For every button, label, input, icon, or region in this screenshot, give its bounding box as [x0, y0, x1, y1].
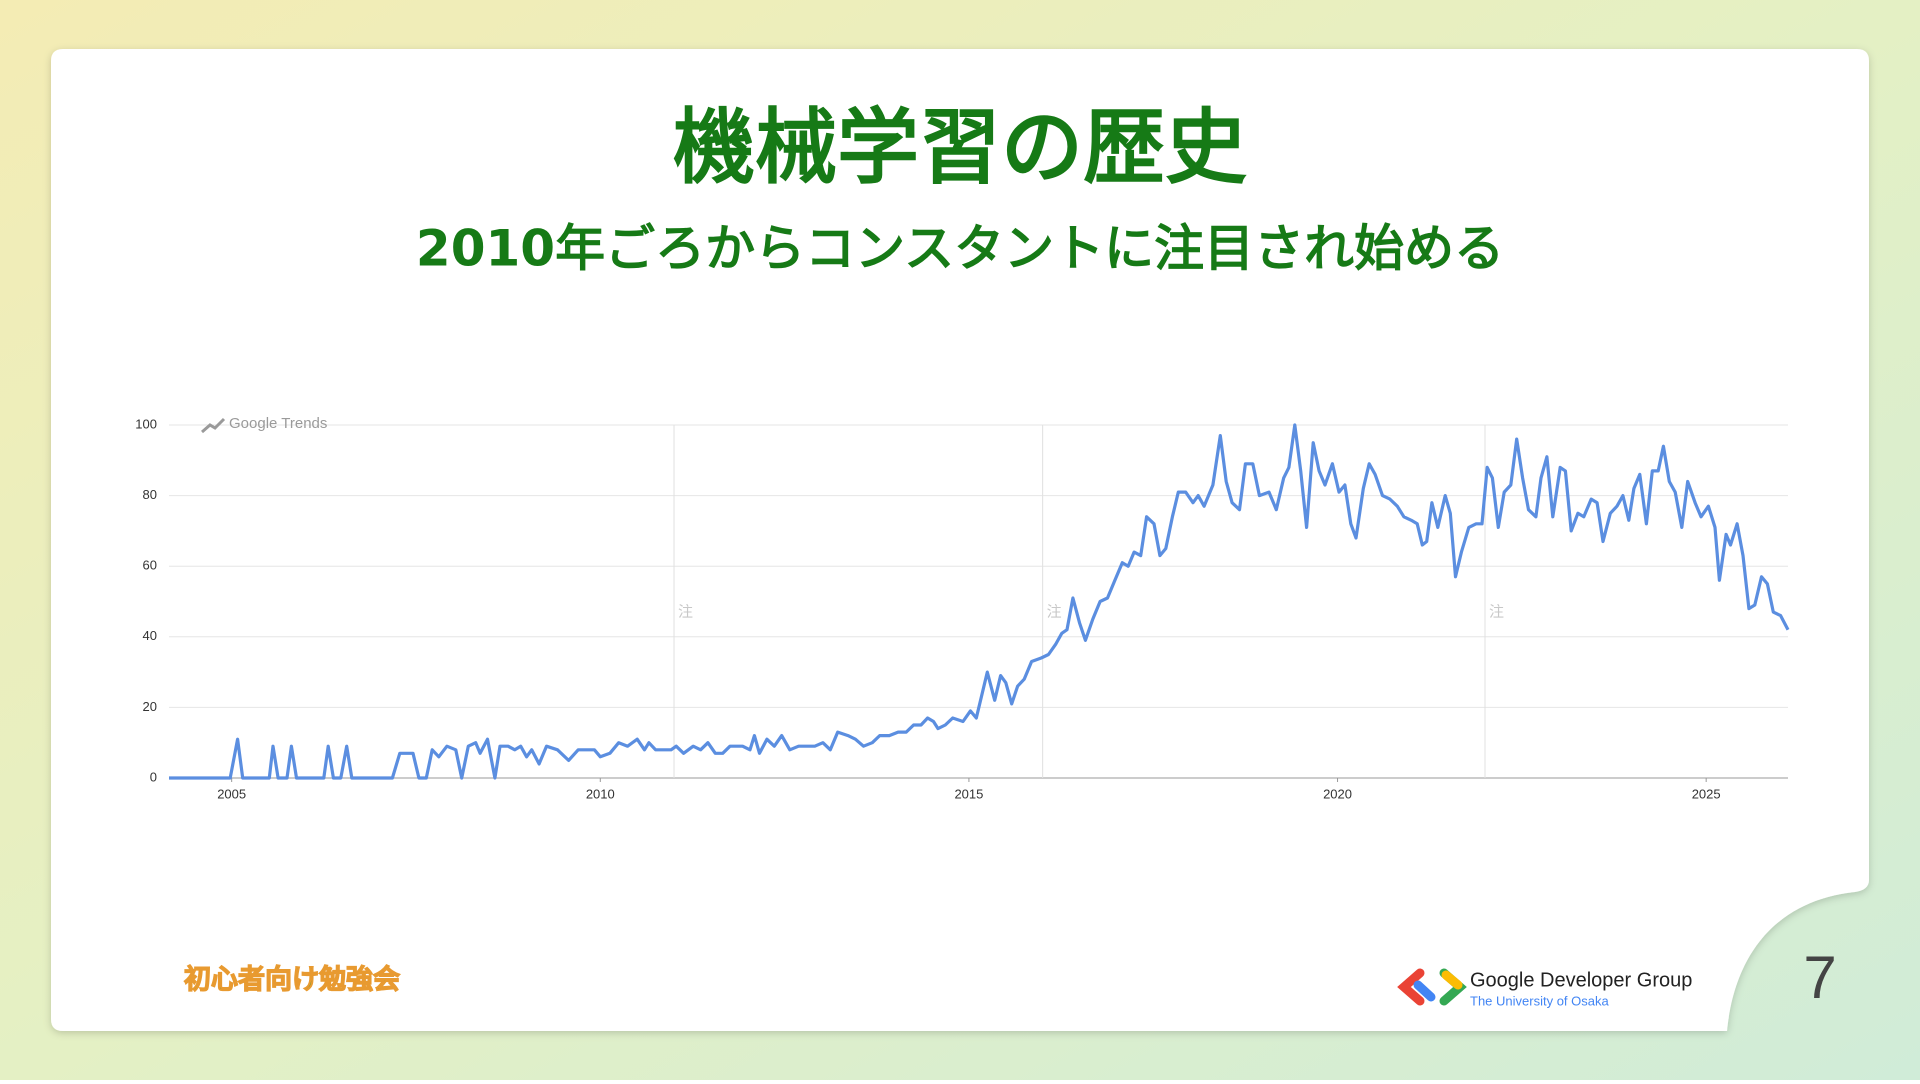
y-tick-label: 40	[143, 628, 157, 643]
card	[51, 49, 1869, 1031]
page-number: 7	[1803, 944, 1836, 1011]
y-tick-label: 100	[135, 416, 157, 431]
x-tick-label: 2020	[1323, 786, 1352, 801]
y-tick-label: 80	[143, 487, 157, 502]
org-sub: The University of Osaka	[1470, 993, 1609, 1008]
y-tick-label: 60	[143, 558, 157, 573]
trends-label: Google Trends	[229, 415, 327, 432]
x-tick-label: 2005	[217, 786, 246, 801]
annotation-label: 注	[1047, 603, 1062, 621]
x-tick-label: 2010	[586, 786, 615, 801]
x-tick-label: 2025	[1692, 786, 1721, 801]
gdg-icon	[1397, 968, 1467, 1006]
chart: 0 20 40 60 80 100 2005 2010 2015 2020 2025 注 注 注	[135, 416, 1790, 801]
annotation-label: 注	[678, 603, 693, 621]
slide-subtitle: 2010年ごろからコンスタントに注目され始める	[416, 220, 1504, 278]
org-name: Google Developer Group	[1470, 969, 1692, 991]
y-tick-label: 0	[150, 769, 157, 784]
trends-icon	[201, 417, 226, 434]
x-tick-label: 2015	[954, 786, 983, 801]
annotation-label: 注	[1489, 603, 1504, 621]
slide-title: 機械学習の歴史	[673, 100, 1247, 195]
event-logo: 初心者向け勉強会	[184, 964, 400, 996]
y-tick-label: 20	[143, 699, 157, 714]
trend-line	[169, 423, 1790, 780]
